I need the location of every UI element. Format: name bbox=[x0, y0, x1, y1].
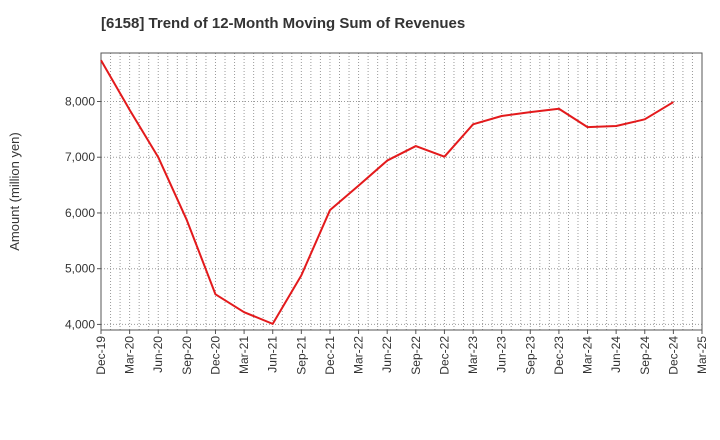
x-tick-label: Jun-21 bbox=[266, 336, 280, 373]
y-axis-title: Amount (million yen) bbox=[7, 132, 22, 251]
x-tick-label: Mar-20 bbox=[123, 336, 137, 374]
series-line bbox=[100, 59, 674, 325]
x-tick-label: Mar-21 bbox=[237, 336, 251, 374]
x-tick-label: Dec-23 bbox=[552, 336, 566, 375]
x-tick-label: Dec-19 bbox=[94, 336, 108, 375]
series-layer bbox=[100, 59, 674, 325]
y-tick-label: 4,000 bbox=[65, 317, 95, 331]
x-tick-label: Dec-22 bbox=[437, 336, 451, 375]
y-tick-label: 5,000 bbox=[65, 262, 95, 276]
x-tick-label: Dec-21 bbox=[323, 336, 337, 375]
x-tick-label: Jun-24 bbox=[609, 336, 623, 373]
x-tick-label: Sep-23 bbox=[523, 336, 537, 375]
plot-area-frame bbox=[100, 52, 703, 331]
x-tick-label: Dec-24 bbox=[666, 336, 680, 375]
y-tick-label: 6,000 bbox=[65, 206, 95, 220]
grid-lines bbox=[101, 53, 702, 330]
x-tick-label: Mar-24 bbox=[581, 336, 595, 374]
x-tick-label: Sep-22 bbox=[409, 336, 423, 375]
x-axis-ticks: Dec-19 Mar-20 Jun-20 Sep-20 Dec-20 Mar-21 Jun-… bbox=[94, 330, 709, 375]
x-tick-label: Sep-20 bbox=[180, 336, 194, 375]
x-tick-label: Mar-23 bbox=[466, 336, 480, 374]
chart-title: [6158] Trend of 12-Month Moving Sum of R… bbox=[101, 15, 466, 32]
y-tick-label: 8,000 bbox=[65, 94, 95, 108]
x-tick-label: Mar-25 bbox=[695, 336, 709, 374]
x-tick-label: Sep-24 bbox=[638, 336, 652, 375]
x-tick-label: Jun-23 bbox=[495, 336, 509, 373]
y-axis-ticks: 4,000 5,000 6,000 7,000 8,000 bbox=[65, 94, 101, 331]
x-tick-label: Jun-22 bbox=[380, 336, 394, 373]
x-tick-label: Dec-20 bbox=[208, 336, 222, 375]
x-tick-label: Mar-22 bbox=[352, 336, 366, 374]
x-tick-label: Sep-21 bbox=[294, 336, 308, 375]
y-tick-label: 7,000 bbox=[65, 150, 95, 164]
x-tick-label: Jun-20 bbox=[151, 336, 165, 373]
